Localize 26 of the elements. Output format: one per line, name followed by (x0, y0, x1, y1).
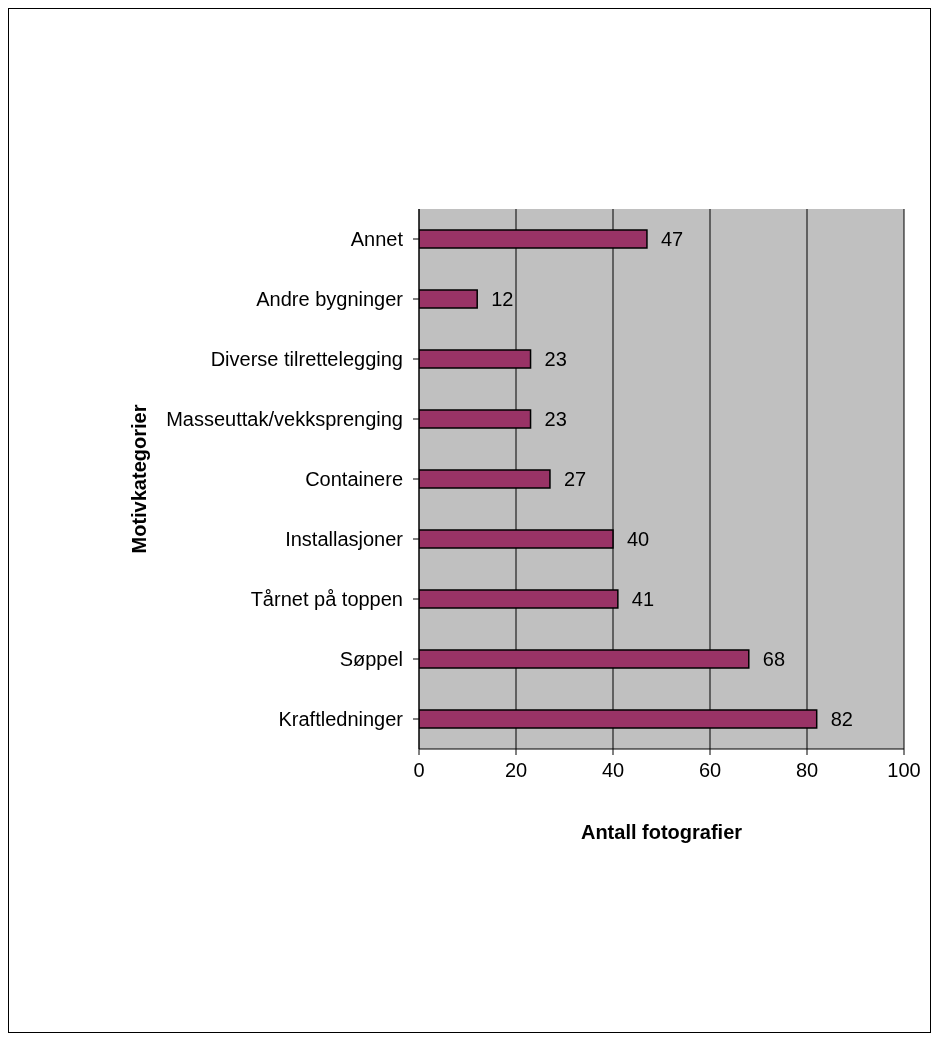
y-tick-label: Andre bygninger (256, 288, 404, 311)
x-axis-title: Antall fotografier (580, 821, 743, 843)
data-label: 23 (544, 408, 567, 431)
x-tick-label: 0 (413, 759, 425, 782)
data-label: 27 (563, 468, 587, 491)
y-tick-label: Diverse tilrettelegging (210, 348, 403, 371)
y-tick-label: Søppel (339, 648, 403, 671)
x-tick-label: 100 (887, 759, 921, 782)
data-label: 12 (491, 288, 514, 311)
data-label: 68 (762, 648, 786, 671)
y-tick-label: Masseuttak/vekksprenging (166, 408, 403, 431)
x-tick-label: 20 (504, 759, 528, 782)
x-tick-label: 40 (601, 759, 625, 782)
data-label: 47 (660, 228, 684, 251)
y-tick-label: Containere (305, 468, 403, 491)
y-axis-title: Motivkategorier (128, 404, 151, 554)
y-tick-label: Annet (350, 228, 404, 251)
x-tick-label: 60 (698, 759, 722, 782)
y-tick-label: Kraftledninger (278, 708, 404, 731)
y-tick-label: Tårnet på toppen (250, 588, 403, 611)
y-tick-label: Installasjoner (285, 528, 404, 551)
data-label: 40 (627, 528, 650, 551)
x-tick-label: 80 (795, 759, 819, 782)
data-label: 82 (830, 708, 853, 731)
data-label: 23 (544, 348, 567, 371)
data-label: 41 (631, 588, 655, 611)
